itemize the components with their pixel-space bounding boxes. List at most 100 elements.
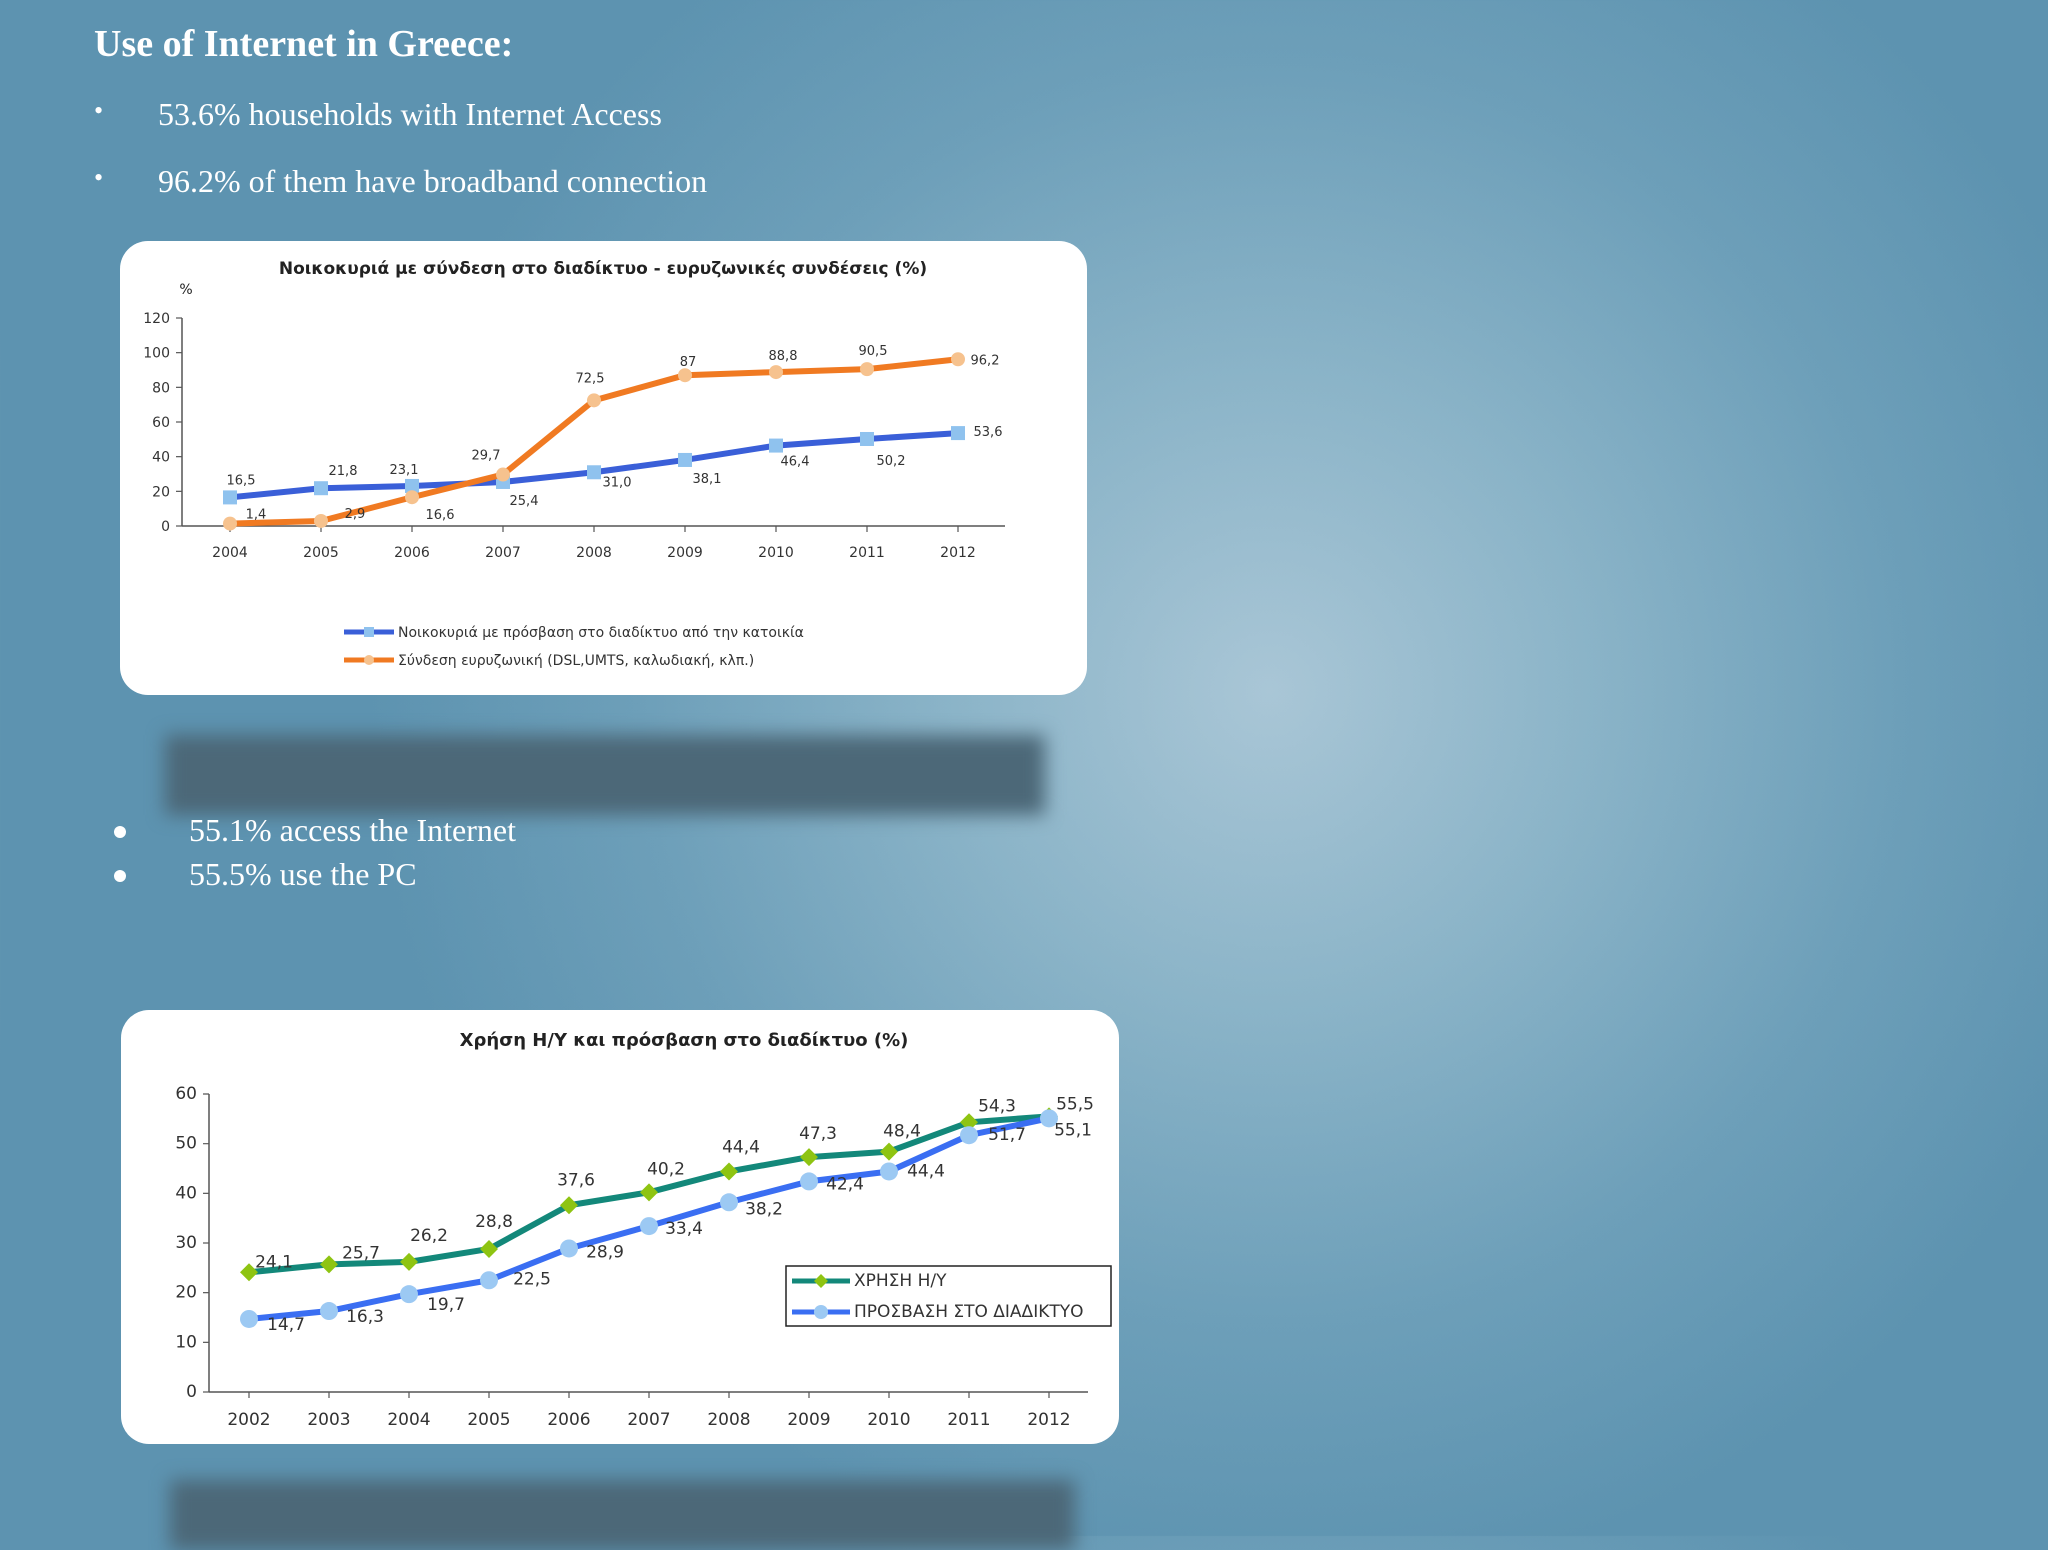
data-label: 37,6 [557,1170,595,1190]
x-tick-label: 2009 [667,545,703,561]
data-label: 22,5 [513,1269,551,1289]
data-label: 88,8 [769,349,798,364]
y-tick-label: 60 [152,415,170,431]
households-broadband-chart: Νοικοκυριά με σύνδεση στο διαδίκτυο - ευ… [143,259,1005,669]
x-tick-label: 2011 [947,1410,990,1430]
data-point [223,516,237,531]
legend-label: ΠΡΟΣΒΑΣΗ ΣΤΟ ΔΙΑΔΙΚΤΥΟ [854,1302,1084,1322]
data-label: 54,3 [978,1096,1016,1116]
data-point [314,513,328,528]
chart1-title: Νοικοκυριά με σύνδεση στο διαδίκτυο - ευ… [279,259,927,279]
data-point [240,1263,258,1282]
y-tick-label: 60 [175,1084,197,1104]
legend-marker [364,655,374,665]
y-tick-label: 0 [161,519,170,535]
data-point [678,452,692,467]
data-point [960,1113,978,1132]
data-point [720,1162,738,1181]
legend-label: Νοικοκυριά με πρόσβαση στο διαδίκτυο από… [398,625,804,641]
data-label: 24,1 [255,1252,293,1272]
bullet-list-top: 53.6% households with Internet Access 96… [94,96,707,230]
data-point [320,1302,338,1321]
bullet-list-bottom: 55.1% access the Internet 55.5% use the … [112,812,516,900]
legend-marker [814,1305,828,1319]
data-point [587,465,601,480]
legend-label: Σύνδεση ευρυζωνική (DSL,UMTS, καλωδιακή,… [398,653,754,669]
x-tick-label: 2008 [707,1410,750,1430]
data-point [800,1148,818,1167]
data-label: 51,7 [988,1125,1026,1145]
x-tick-label: 2004 [387,1410,430,1430]
y-tick-label: 40 [152,450,170,466]
data-label: 14,7 [267,1315,305,1335]
data-point [1040,1109,1058,1128]
data-label: 31,0 [603,475,632,490]
data-label: 87 [680,355,697,370]
data-label: 46,4 [781,455,810,470]
x-tick-label: 2010 [867,1410,910,1430]
y-tick-label: 0 [186,1382,197,1402]
data-label: 16,5 [227,473,256,488]
legend-marker [814,1274,828,1288]
data-point [880,1142,898,1161]
data-label: 28,9 [586,1242,624,1262]
data-point [587,393,601,408]
bullet-broadband: 96.2% of them have broadband connection [94,163,707,230]
bullet-households-access: 53.6% households with Internet Access [94,96,707,163]
data-label: 48,4 [883,1122,921,1142]
x-tick-label: 2011 [849,545,885,561]
data-label: 1,4 [246,508,267,523]
data-point [240,1309,258,1328]
data-point [560,1239,578,1258]
pc-internet-use-chart: Χρήση Η/Υ και πρόσβαση στο διαδίκτυο (%)… [175,1030,1112,1430]
data-label: 25,4 [510,494,539,509]
x-tick-label: 2005 [467,1410,510,1430]
x-tick-label: 2005 [303,545,339,561]
y-tick-label: 20 [152,484,170,500]
data-point [640,1183,658,1202]
x-tick-label: 2002 [227,1410,270,1430]
data-label: 25,7 [342,1243,380,1263]
data-point [314,481,328,496]
x-tick-label: 2008 [576,545,612,561]
data-point [480,1239,498,1258]
data-point [860,431,874,446]
data-label: 55,1 [1054,1120,1092,1140]
data-point [640,1217,658,1236]
data-point [405,490,419,505]
data-label: 33,4 [665,1219,703,1239]
y-tick-label: 40 [175,1183,197,1203]
data-point [951,426,965,441]
data-label: 53,6 [974,425,1003,440]
data-point [480,1271,498,1290]
chart-card-pc-internet: Χρήση Η/Υ και πρόσβαση στο διαδίκτυο (%)… [121,1010,1119,1444]
data-label: 38,2 [745,1199,783,1219]
y-tick-label: 120 [143,311,170,327]
data-point [400,1285,418,1304]
x-tick-label: 2006 [547,1410,590,1430]
data-label: 19,7 [427,1295,465,1315]
x-tick-label: 2004 [212,545,248,561]
data-label: 44,4 [907,1161,945,1181]
data-point [223,490,237,505]
legend-box [785,1265,1112,1327]
data-point [800,1172,818,1191]
data-point [400,1252,418,1271]
data-label: 23,1 [390,463,419,478]
data-point [560,1196,578,1215]
x-tick-label: 2003 [307,1410,350,1430]
data-label: 16,6 [426,508,455,523]
x-tick-label: 2012 [940,545,976,561]
data-label: 40,2 [647,1159,685,1179]
data-label: 16,3 [346,1307,384,1327]
data-label: 50,2 [877,454,906,469]
data-label: 21,8 [329,464,358,479]
y-tick-label: 100 [143,346,170,362]
legend-marker [364,627,374,637]
data-point [860,362,874,377]
data-point [769,438,783,453]
x-tick-label: 2012 [1027,1410,1070,1430]
data-label: 96,2 [971,353,1000,368]
y-tick-label: 20 [175,1283,197,1303]
chart-card-households: Νοικοκυριά με σύνδεση στο διαδίκτυο - ευ… [120,241,1087,695]
